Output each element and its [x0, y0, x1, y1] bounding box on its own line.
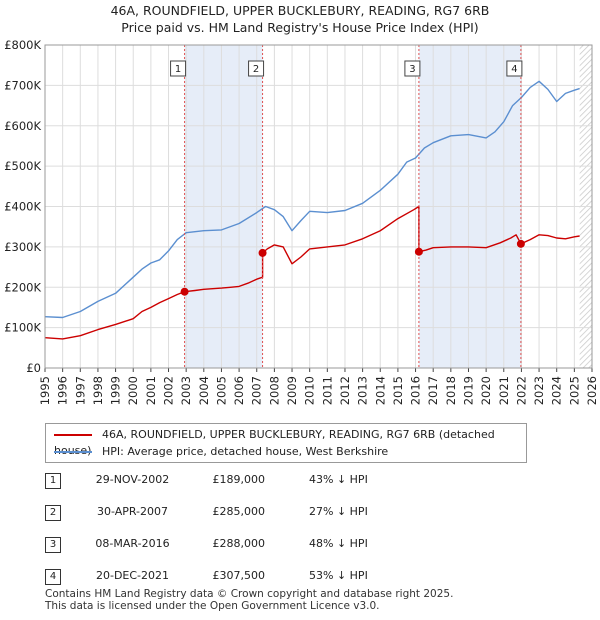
x-tick-label: 2013: [356, 376, 370, 405]
series-line-hpi: [44, 80, 580, 319]
x-tick-label: 2024: [550, 376, 564, 405]
x-tick-label: 2022: [514, 376, 528, 405]
y-tick-label: £100K: [4, 321, 41, 335]
y-tick-label: £400K: [4, 200, 41, 214]
x-tick-label: 2019: [461, 376, 475, 405]
sale-marker-badge: [248, 60, 265, 77]
footer-copyright: Contains HM Land Registry data © Crown c…: [45, 588, 454, 600]
sale-marker-badge: [404, 60, 421, 77]
sales-row: 1 29-NOV-2002 £189,000 43% ↓ HPI: [45, 471, 465, 493]
sale-hpi-diff: 43% ↓ HPI: [309, 473, 368, 486]
x-tick-label: 2012: [338, 376, 352, 405]
x-tick-label: 2004: [197, 376, 211, 405]
y-tick-label: £600K: [4, 119, 41, 133]
sale-price: £288,000: [212, 537, 266, 550]
x-tick-label: 1999: [109, 376, 123, 405]
price-chart: 1 2 3 4 £0 £100K £200K £300K £400K £500K £600K £70…: [4, 38, 599, 405]
x-tick-label: 2000: [126, 376, 140, 405]
sale-price: £189,000: [212, 473, 266, 486]
legend-label-hpi: HPI: Average price, detached house, West…: [102, 445, 389, 458]
chart-subtitle: Price paid vs. HM Land Registry's House …: [121, 20, 479, 35]
sale-date: 20-DEC-2021: [95, 569, 170, 582]
sale-marker-label: 4: [511, 64, 517, 75]
sale-hpi-diff: 27% ↓ HPI: [309, 505, 368, 518]
sale-point: [180, 287, 189, 296]
x-tick-label: 2011: [320, 376, 334, 405]
sale-point: [258, 248, 267, 257]
sales-row: 3 08-MAR-2016 £288,000 48% ↓ HPI: [45, 535, 465, 557]
y-tick-label: £500K: [4, 159, 41, 173]
sale-price: £307,500: [212, 569, 266, 582]
legend-label-property: 46A, ROUNDFIELD, UPPER BUCKLEBURY, READI…: [54, 428, 495, 457]
sale-date: 08-MAR-2016: [95, 537, 170, 550]
x-tick-label: 2020: [479, 376, 493, 405]
legend-item-hpi: HPI: Average price, detached house, West…: [54, 444, 388, 460]
sales-row: 2 30-APR-2007 £285,000 27% ↓ HPI: [45, 503, 465, 525]
sale-point: [516, 239, 525, 248]
chart-title: 46A, ROUNDFIELD, UPPER BUCKLEBURY, READI…: [110, 3, 490, 18]
y-tick-label: £800K: [4, 38, 41, 52]
y-tick-label: £300K: [4, 240, 41, 254]
y-tick-label: £700K: [4, 78, 41, 92]
x-tick-label: 1998: [91, 376, 105, 405]
x-tick-label: 2017: [426, 376, 440, 405]
sale-number-badge: 3: [45, 537, 61, 553]
x-tick-label: 2026: [585, 376, 599, 405]
sales-row: 4 20-DEC-2021 £307,500 53% ↓ HPI: [45, 567, 465, 589]
sale-marker-label: 2: [253, 64, 259, 75]
sale-number-badge: 4: [45, 569, 61, 585]
x-tick-label: 2023: [532, 376, 546, 405]
chart-title-block: 46A, ROUNDFIELD, UPPER BUCKLEBURY, READI…: [0, 2, 600, 36]
sale-marker-badge: [170, 60, 187, 77]
chart-legend: 46A, ROUNDFIELD, UPPER BUCKLEBURY, READI…: [45, 423, 527, 463]
y-tick-label: £0: [26, 361, 41, 375]
plot-frame: [44, 44, 593, 369]
x-tick-label: 2007: [250, 376, 264, 405]
sale-hpi-diff: 48% ↓ HPI: [309, 537, 368, 550]
x-tick-label: 1995: [38, 376, 52, 405]
x-tick-label: 2001: [144, 376, 158, 405]
x-tick-label: 1997: [73, 376, 87, 405]
series-line-property: [44, 205, 580, 340]
legend-swatch-hpi: [54, 451, 92, 453]
x-tick-label: 1996: [56, 376, 70, 405]
sale-number-badge: 2: [45, 505, 61, 521]
x-tick-label: 2016: [409, 376, 423, 405]
sale-marker-label: 1: [175, 64, 181, 75]
x-tick-label: 2015: [391, 376, 405, 405]
x-tick-label: 2010: [303, 376, 317, 405]
y-tick-label: £200K: [4, 280, 41, 294]
x-tick-label: 2008: [267, 376, 281, 405]
sale-marker-badge: [506, 60, 523, 77]
x-tick-label: 2014: [373, 376, 387, 405]
x-tick-label: 2002: [162, 376, 176, 405]
sale-point: [414, 247, 423, 256]
sale-marker-label: 3: [409, 64, 415, 75]
sale-date: 30-APR-2007: [96, 505, 169, 518]
sale-price: £285,000: [212, 505, 266, 518]
x-tick-label: 2003: [179, 376, 193, 405]
legend-swatch-property: [54, 434, 92, 436]
x-tick-label: 2009: [285, 376, 299, 405]
sale-date: 29-NOV-2002: [95, 473, 170, 486]
x-tick-label: 2021: [497, 376, 511, 405]
footer-attribution: Contains HM Land Registry data © Crown c…: [45, 588, 453, 612]
legend-item-property: 46A, ROUNDFIELD, UPPER BUCKLEBURY, READI…: [54, 427, 526, 457]
x-tick-label: 2025: [567, 376, 581, 405]
x-tick-label: 2018: [444, 376, 458, 405]
x-tick-label: 2006: [232, 376, 246, 405]
sale-hpi-diff: 53% ↓ HPI: [309, 569, 368, 582]
footer-licence: This data is licensed under the Open Gov…: [45, 600, 380, 612]
sale-number-badge: 1: [45, 473, 61, 489]
x-tick-label: 2005: [214, 376, 228, 405]
